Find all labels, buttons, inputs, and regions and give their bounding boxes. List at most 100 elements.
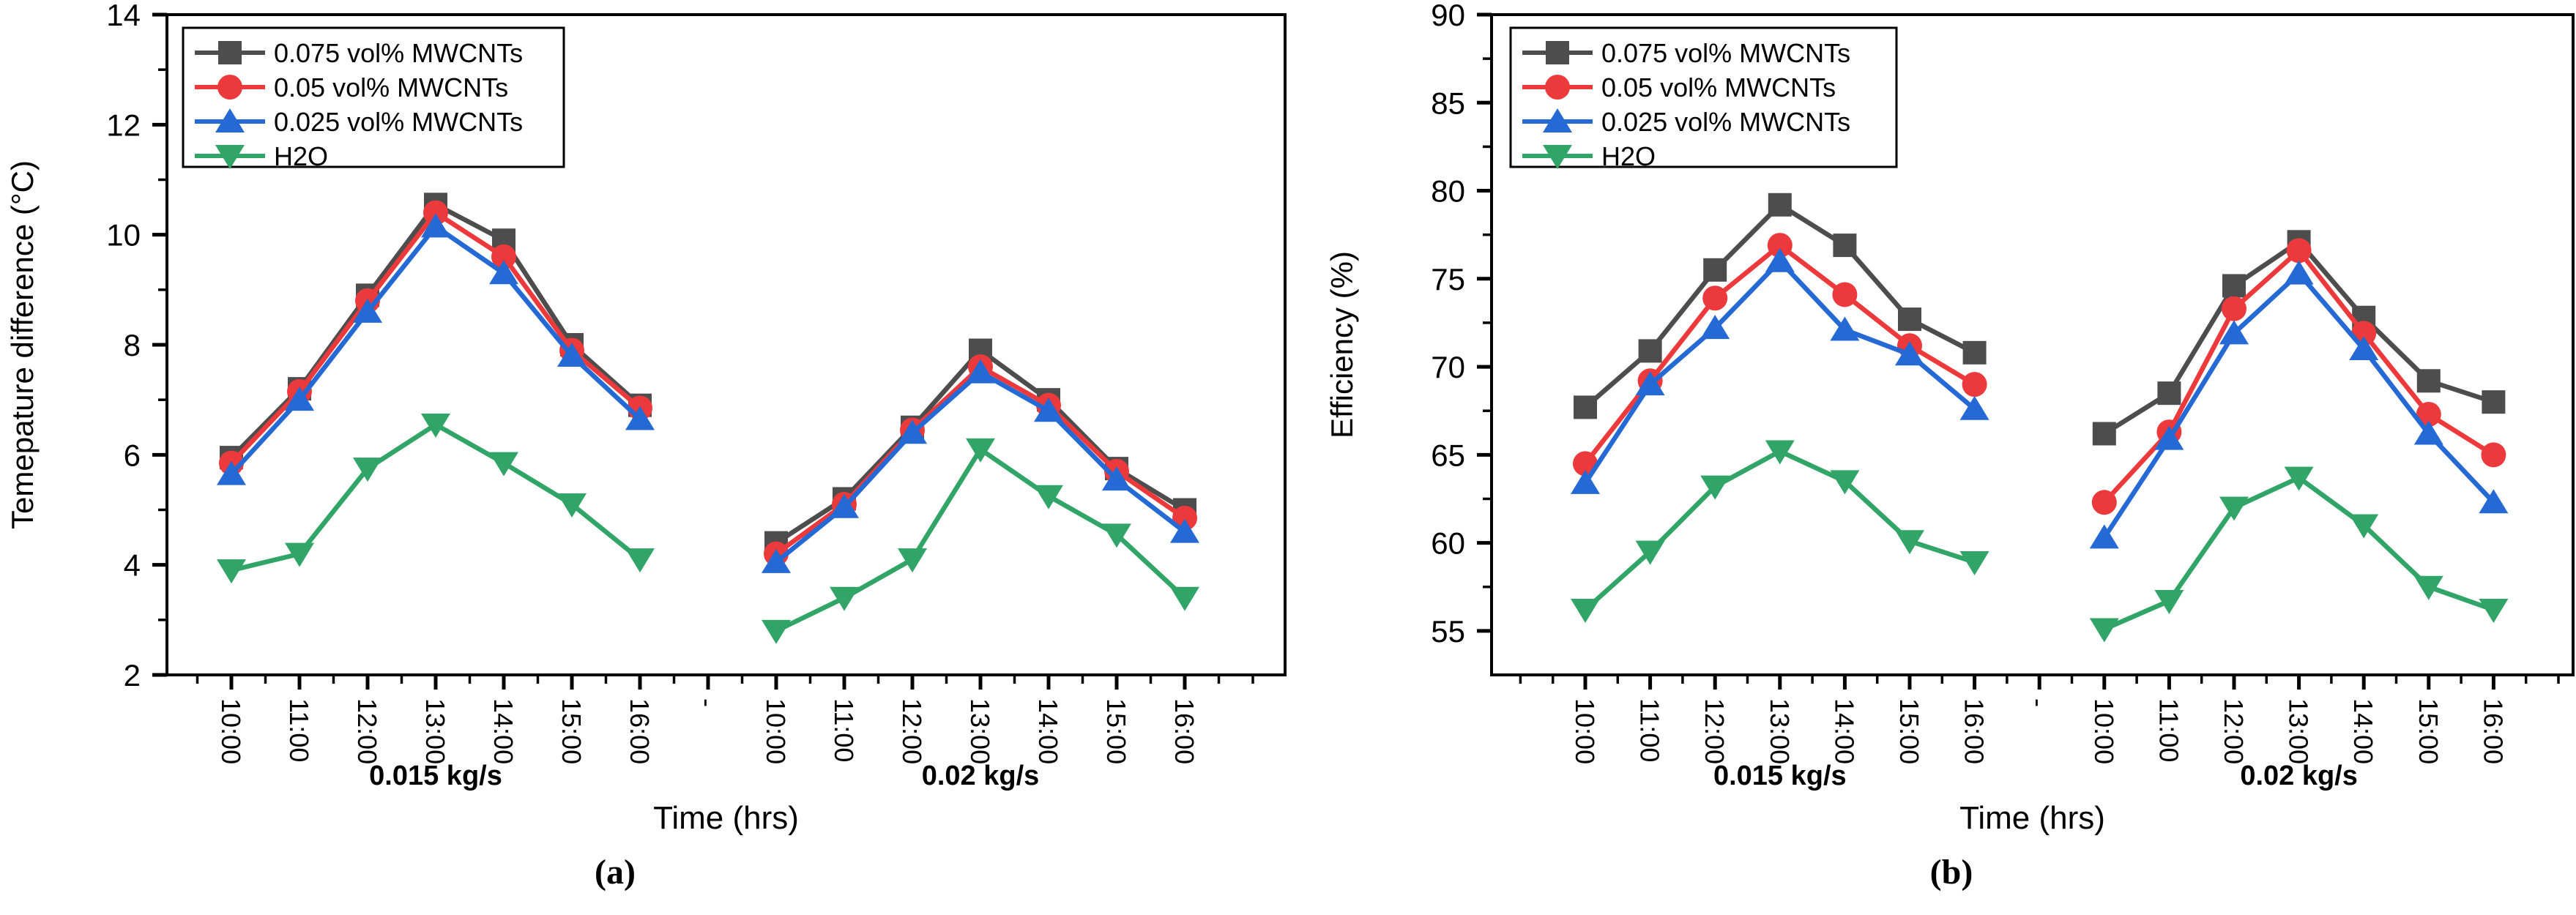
- data-point-marker: [421, 213, 450, 238]
- panel-caption: (b): [1930, 853, 1973, 892]
- legend-marker-square: [218, 41, 242, 64]
- data-point-marker: [2286, 238, 2312, 264]
- data-point-marker: [1959, 551, 1989, 576]
- x-axis-tick-label: 13:00: [965, 698, 995, 764]
- data-point-marker: [966, 359, 995, 384]
- x-axis-tick-label: 13:00: [2284, 698, 2314, 764]
- legend-label: 0.075 vol% MWCNTs: [1601, 38, 1850, 68]
- data-point-marker: [217, 460, 246, 485]
- x-axis-tick-label: 10:00: [1570, 698, 1600, 764]
- legend-label: 0.025 vol% MWCNTs: [1601, 107, 1850, 137]
- data-point-marker: [1830, 316, 1860, 341]
- y-axis-tick-label: 80: [1431, 174, 1465, 209]
- x-axis-tick-label: 16:00: [625, 698, 655, 764]
- data-point-marker: [1635, 540, 1665, 565]
- data-point-marker: [1767, 233, 1793, 258]
- data-point-marker: [1170, 518, 1199, 543]
- y-axis-title: Temepature difference (°C): [5, 160, 40, 529]
- y-axis-title: Efficiency (%): [1325, 251, 1359, 438]
- data-point-marker: [1962, 372, 1987, 397]
- data-point-marker: [1574, 395, 1597, 419]
- data-point-marker: [898, 548, 927, 573]
- data-point-marker: [1898, 307, 1921, 332]
- x-axis-tick-label: 13:00: [420, 698, 450, 764]
- data-point-marker: [1832, 282, 1858, 307]
- y-axis-tick-label: 6: [124, 438, 141, 472]
- data-point-marker: [1765, 440, 1795, 465]
- y-axis-tick-label: 65: [1431, 438, 1465, 472]
- data-point-marker: [1571, 599, 1600, 624]
- data-point-marker: [762, 548, 791, 573]
- data-point-marker: [2222, 274, 2246, 298]
- legend-marker-square: [1546, 41, 1569, 64]
- y-axis-tick-label: 60: [1431, 526, 1465, 561]
- data-point-marker: [762, 619, 791, 644]
- legend-label: 0.05 vol% MWCNTs: [1601, 72, 1836, 102]
- x-axis-tick-label: 15:00: [1101, 698, 1131, 764]
- data-point-marker: [2284, 260, 2314, 285]
- data-point-marker: [2481, 442, 2506, 468]
- legend-marker-triangle-down: [1543, 145, 1572, 169]
- data-point-marker: [1833, 234, 1857, 258]
- panel-caption: (a): [595, 853, 636, 892]
- data-point-marker: [2482, 390, 2506, 414]
- data-point-marker: [1765, 247, 1795, 272]
- x-axis-tick-label: 16:00: [2478, 698, 2508, 764]
- data-point-marker: [2089, 524, 2119, 549]
- data-point-marker: [2092, 422, 2116, 446]
- legend-label: H2O: [1601, 141, 1656, 171]
- data-point-marker: [285, 542, 314, 567]
- x-axis-tick-label: 14:00: [1033, 698, 1063, 764]
- data-point-marker: [1895, 530, 1924, 555]
- legend-label: H2O: [274, 141, 328, 171]
- data-point-marker: [489, 452, 518, 477]
- data-point-marker: [1703, 258, 1727, 282]
- legend-label: 0.05 vol% MWCNTs: [274, 72, 508, 102]
- y-axis-tick-label: 90: [1431, 0, 1465, 32]
- data-point-marker: [557, 493, 587, 518]
- data-point-marker: [966, 438, 995, 463]
- legend-label: 0.025 vol% MWCNTs: [274, 107, 523, 137]
- data-point-marker: [1895, 341, 1924, 366]
- x-axis-group-separator: -: [693, 698, 723, 707]
- y-axis-tick-label: 10: [106, 218, 141, 253]
- data-point-marker: [2091, 490, 2117, 515]
- data-point-marker: [1962, 340, 1987, 365]
- data-point-marker: [1034, 397, 1063, 422]
- x-axis-tick-label: 11:00: [284, 698, 314, 762]
- data-point-marker: [2089, 618, 2119, 643]
- series-line: [2103, 474, 2495, 632]
- plot-frame: [1490, 13, 2575, 676]
- legend-marker-circle: [1545, 75, 1570, 100]
- data-point-marker: [1768, 193, 1792, 217]
- flow-rate-group-label: 0.015 kg/s: [369, 761, 502, 791]
- data-point-marker: [353, 298, 382, 323]
- data-point-marker: [2413, 575, 2443, 600]
- y-axis-tick-label: 55: [1431, 614, 1465, 649]
- data-point-marker: [1102, 523, 1131, 548]
- x-axis-tick-label: 10:00: [216, 698, 246, 764]
- legend-marker-triangle-up: [215, 108, 245, 132]
- data-point-marker: [1170, 586, 1199, 611]
- data-point-marker: [1638, 339, 1662, 363]
- y-axis-tick-label: 2: [124, 658, 141, 692]
- data-point-marker: [898, 419, 927, 444]
- flow-rate-group-label: 0.015 kg/s: [1713, 761, 1847, 791]
- data-point-marker: [2413, 420, 2443, 445]
- x-axis-tick-label: 10:00: [761, 698, 791, 764]
- data-point-marker: [489, 260, 518, 285]
- y-axis-tick-label: 8: [124, 328, 141, 362]
- x-axis-tick-label: 11:00: [1635, 698, 1665, 762]
- x-axis-tick-label: 12:00: [1700, 698, 1730, 764]
- y-axis-tick-label: 85: [1431, 86, 1465, 120]
- y-axis-tick-label: 14: [106, 0, 141, 32]
- data-point-marker: [2479, 489, 2509, 514]
- x-axis-tick-label: 10:00: [2089, 698, 2119, 764]
- x-axis-tick-label: 15:00: [556, 698, 587, 764]
- data-point-marker: [1959, 395, 1989, 420]
- data-point-marker: [1635, 371, 1665, 396]
- legend-label: 0.075 vol% MWCNTs: [274, 38, 523, 68]
- data-point-marker: [625, 548, 655, 573]
- data-point-marker: [2219, 496, 2249, 521]
